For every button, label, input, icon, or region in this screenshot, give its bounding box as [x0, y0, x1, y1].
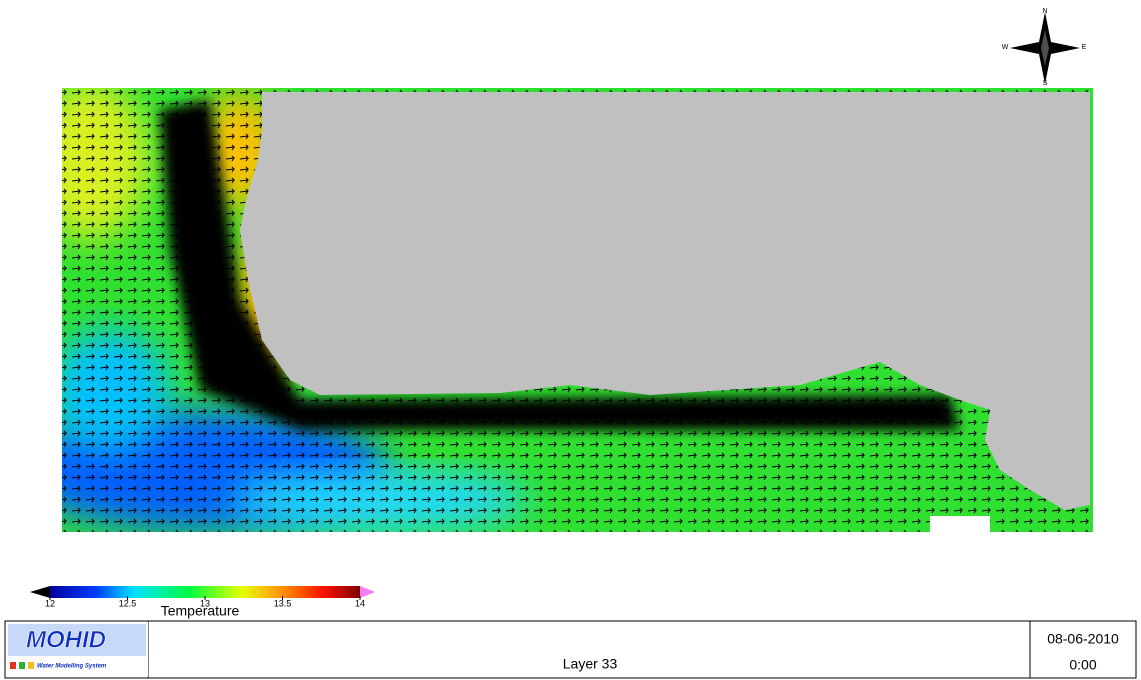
compass-north: N	[1042, 8, 1047, 15]
date: 08-06-2010	[1047, 631, 1119, 647]
time: 0:00	[1069, 657, 1096, 673]
colorbar-tick-label: 12	[45, 598, 55, 608]
compass-west: W	[1002, 44, 1009, 51]
colorbar-tick-label: 13.5	[274, 598, 292, 608]
colorbar-tick-label: 13	[200, 598, 210, 608]
colorbar-tick-label: 12.5	[119, 598, 137, 608]
colorbar-under	[30, 586, 50, 598]
layer-label: Layer 33	[563, 656, 618, 672]
logo-title: MOHID	[26, 626, 106, 653]
colorbar-over	[360, 586, 375, 598]
page: {"compass": {"north": "N", "east": "E", …	[0, 0, 1141, 680]
colorbar-tick-label: 14	[355, 598, 365, 608]
map-view: N S W E Temperature 1212.51313.514 MOHID…	[0, 0, 1141, 680]
logo-subtitle: Water Modelling System	[37, 664, 107, 670]
compass: N S W E	[1002, 8, 1087, 87]
compass-south: S	[1043, 80, 1048, 87]
compass-east: E	[1082, 44, 1087, 51]
footer: MOHID Water Modelling System Layer 33 08…	[5, 621, 1136, 678]
